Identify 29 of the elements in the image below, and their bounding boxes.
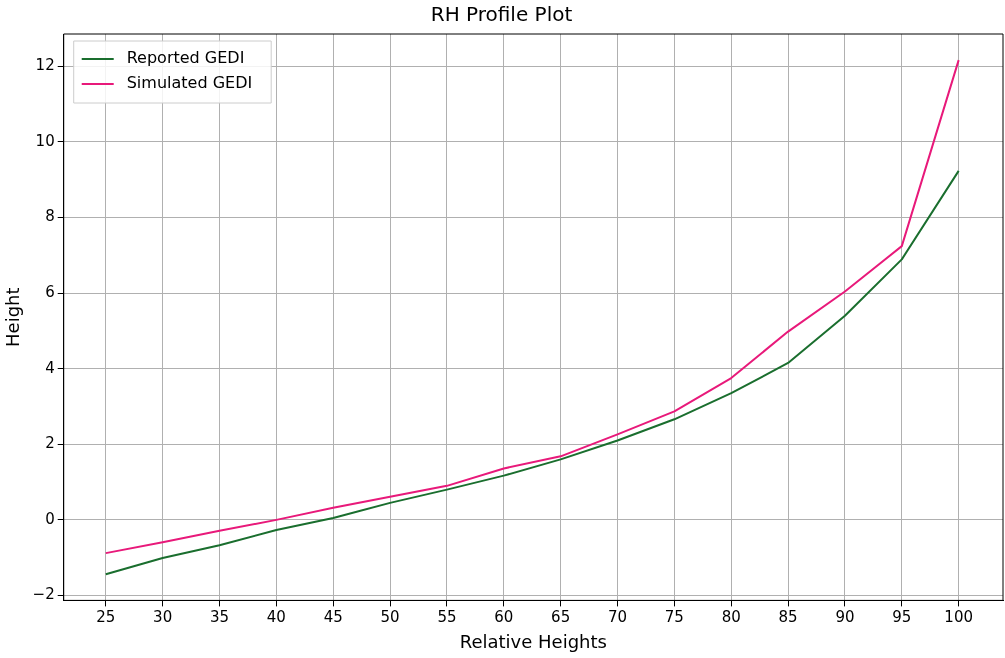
x-tick-label: 90 (835, 608, 855, 627)
x-tick-label: 85 (778, 608, 798, 627)
x-tick-label: 55 (437, 608, 457, 627)
x-axis-title: Relative Heights (459, 630, 607, 652)
y-tick-label: 10 (35, 131, 55, 150)
x-tick-label: 25 (96, 608, 116, 627)
x-tick-label: 95 (892, 608, 912, 627)
x-tick-label: 45 (323, 608, 343, 627)
x-tick-label: 35 (209, 608, 230, 627)
y-tick-label: 8 (45, 207, 55, 226)
y-tick-label: 4 (45, 358, 55, 377)
x-tick-label: 70 (607, 608, 628, 627)
y-tick-label: 2 (45, 434, 55, 453)
y-tick-label: −2 (32, 585, 55, 604)
x-tick-label: 80 (721, 608, 741, 627)
x-tick-label: 65 (551, 608, 571, 627)
legend-label: Reported GEDI (126, 48, 245, 68)
x-tick-label: 60 (494, 608, 514, 627)
x-tick-label: 40 (266, 608, 286, 627)
y-tick-label: 0 (45, 509, 55, 528)
x-tick-label: 100 (944, 608, 973, 627)
x-tick-label: 75 (664, 608, 684, 627)
x-tick-label: 30 (153, 608, 173, 627)
x-tick-label: 50 (380, 608, 400, 627)
chart-title: RH Profile Plot (430, 2, 573, 27)
legend-label: Simulated GEDI (126, 73, 253, 93)
y-tick-label: 12 (35, 56, 55, 75)
y-axis-title: Height (2, 287, 24, 347)
y-tick-label: 6 (45, 282, 55, 301)
